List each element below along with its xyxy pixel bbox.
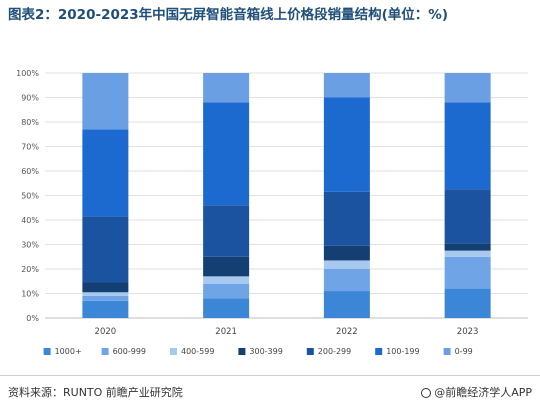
bar-segment [444,243,491,251]
bar-segment [444,189,491,244]
bar-segment [323,73,370,98]
bar-segment [203,283,250,299]
y-axis-ticks: 0% 10% 20% 30% 40% 50% 60% 70% 80% 90% 100% [16,69,39,323]
brand-credit: @前瞻经济学人APP [421,384,532,400]
y-tick-label: 40% [21,216,39,225]
bar-segment [323,245,370,261]
bar-segment [323,269,370,292]
y-tick-label: 20% [21,265,39,274]
bar-segment [203,102,250,206]
chart-title: 图表2：2020-2023年中国无屏智能音箱线上价格段销量结构(单位：%) [8,7,449,23]
legend-label: 0-99 [455,347,473,356]
bars [82,73,491,318]
footer-divider [0,375,540,376]
bar-segment [82,216,129,283]
y-tick-label: 90% [21,94,39,103]
y-tick-label: 30% [21,241,39,250]
y-tick-label: 50% [21,192,39,201]
bar-segment [444,250,491,257]
y-tick-label: 60% [21,167,39,176]
x-tick-label: 2021 [215,327,237,337]
x-tick-label: 2020 [95,327,117,337]
legend-label: 200-299 [318,347,351,356]
legend-swatch [101,348,109,355]
bar-segment [82,295,129,301]
bar-segment [444,73,491,103]
y-tick-label: 100% [16,69,39,78]
bar-segment [203,73,250,103]
bar-segment [203,298,250,318]
legend-swatch [375,348,383,355]
bar-segment [82,300,129,318]
bar-segment [323,291,370,318]
bar-segment [82,129,129,217]
source-note: 资料来源：RUNTO 前瞻产业研究院 [8,386,183,399]
x-axis: 2020 2021 2022 2023 [95,327,479,337]
bar-segment [203,256,250,277]
y-tick-label: 0% [26,314,39,323]
bar-segment [203,205,250,257]
x-tick-label: 2023 [457,327,479,337]
bar-segment [323,97,370,192]
legend-swatch [43,348,51,355]
bar-segment [82,73,129,130]
bar-segment [444,256,491,289]
bar-segment [82,282,129,293]
legend-label: 100-199 [386,347,419,356]
bar-segment [323,260,370,269]
bar-segment [203,276,250,284]
legend-swatch [443,348,451,355]
legend-swatch [238,348,246,355]
legend-swatch [170,348,177,355]
y-tick-label: 10% [21,290,39,299]
bar-segment [444,288,491,318]
bar-segment [444,102,491,190]
bar-segment [82,292,129,296]
legend-label: 300-399 [249,347,282,356]
brand-credit-text: @前瞻经济学人APP [434,386,532,399]
legend-label: 1000+ [55,347,82,356]
legend: 1000+ 600-999 400-599 300-399 200-299 100-199… [43,347,473,356]
legend-label: 400-599 [181,347,214,356]
legend-label: 600-999 [113,347,146,356]
y-tick-label: 70% [21,143,39,152]
brand-logo-icon [421,388,432,398]
legend-swatch [306,348,314,355]
bar-segment [323,191,370,246]
x-tick-label: 2022 [336,327,358,337]
y-tick-label: 80% [21,118,39,127]
